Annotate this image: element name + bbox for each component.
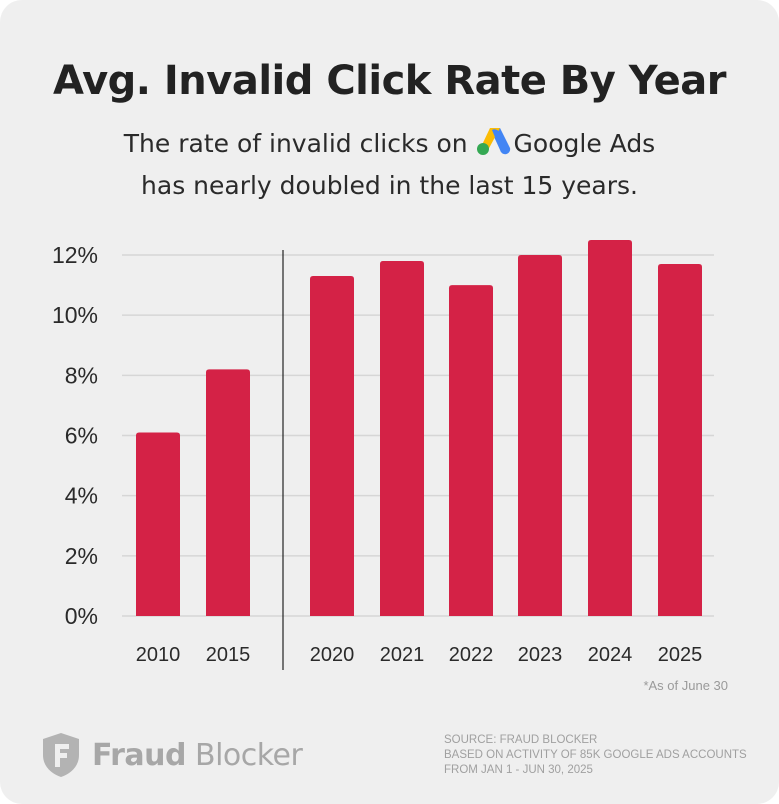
- fraud-blocker-logo: Fraud Blocker: [40, 728, 303, 782]
- source-note: SOURCE: FRAUD BLOCKER BASED ON ACTIVITY …: [444, 733, 747, 778]
- source-line-3: FROM JAN 1 - JUN 30, 2025: [444, 764, 593, 776]
- bar-2025: [658, 264, 702, 616]
- y-tick-label: 0%: [65, 603, 98, 629]
- logo-text-bold: Fraud: [92, 737, 186, 773]
- subtitle-line-2: has nearly doubled in the last 15 years.: [141, 171, 638, 200]
- bar-2023: [518, 255, 562, 616]
- chart-subtitle: The rate of invalid clicks on Google Ads…: [0, 123, 779, 207]
- google-ads-icon: [476, 128, 510, 155]
- x-tick-label: 2020: [310, 644, 355, 666]
- y-tick-label: 6%: [65, 423, 98, 449]
- bar-2022: [449, 285, 493, 616]
- x-tick-label: 2023: [518, 644, 563, 666]
- bar-2021: [380, 261, 424, 616]
- y-tick-label: 12%: [52, 242, 98, 268]
- x-tick-label: 2021: [380, 644, 425, 666]
- bar-2010: [136, 432, 180, 616]
- subtitle-line-1: The rate of invalid clicks on Google Ads: [0, 123, 779, 165]
- x-tick-label: 2024: [588, 644, 633, 666]
- subtitle-brand: Google Ads: [513, 129, 656, 158]
- x-tick-label: 2022: [449, 644, 494, 666]
- y-tick-label: 4%: [65, 483, 98, 509]
- subtitle-text: The rate of invalid clicks on: [123, 129, 468, 158]
- y-tick-label: 10%: [52, 302, 98, 328]
- y-tick-label: 8%: [65, 362, 98, 388]
- x-tick-label: 2015: [206, 644, 251, 666]
- chart-title: Avg. Invalid Click Rate By Year: [53, 58, 726, 104]
- footnote: *As of June 30: [643, 678, 728, 693]
- y-tick-label: 2%: [65, 543, 98, 569]
- source-line-1: SOURCE: FRAUD BLOCKER: [444, 734, 598, 746]
- logo-text-light: Blocker: [185, 737, 303, 773]
- bar-2020: [310, 276, 354, 616]
- source-line-2: BASED ON ACTIVITY OF 85K GOOGLE ADS ACCO…: [444, 749, 747, 761]
- bar-2024: [588, 239, 632, 617]
- shield-f-icon: [43, 733, 79, 777]
- x-tick-label: 2025: [658, 644, 703, 666]
- x-tick-label: 2010: [136, 644, 181, 666]
- bar-2015: [206, 369, 250, 616]
- logo-text: Fraud Blocker: [92, 737, 303, 773]
